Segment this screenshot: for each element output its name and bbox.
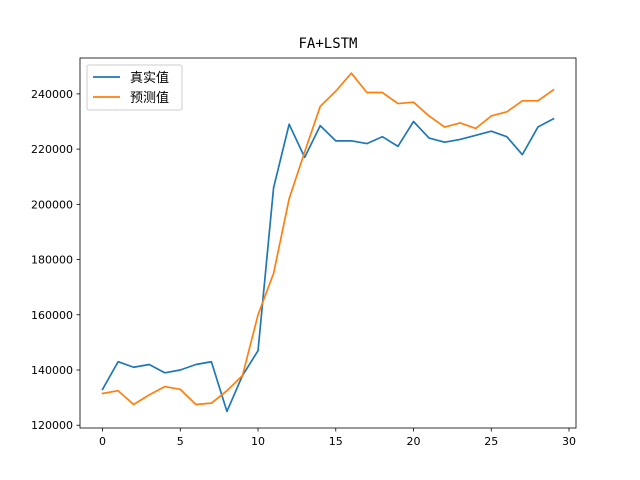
axes-frame [79,57,577,429]
x-tick-label: 10 [251,435,265,448]
x-tick-label: 15 [329,435,343,448]
legend-label-2: 预测值 [130,90,169,106]
x-tick-label: 20 [407,435,421,448]
series-line-1 [101,117,555,413]
x-axis: 0 5 10 15 20 25 30 [99,428,576,448]
y-tick-label: 240000 [31,88,73,101]
y-axis: 120000 140000 160000 180000 200000 220000 2400… [31,88,80,432]
legend-label-1: 真实值 [130,70,169,86]
series-line-2 [101,72,555,406]
x-tick-label: 5 [177,435,184,448]
plot-area: 0 5 10 15 20 25 30 120000 140000 160000 180000 200… [31,57,577,448]
x-tick-label: 0 [99,435,106,448]
x-tick-label: 25 [484,435,498,448]
chart-title: FA+LSTM [298,36,357,52]
series-layer [101,72,555,413]
x-tick-label: 30 [562,435,576,448]
y-tick-label: 200000 [31,198,73,211]
y-tick-label: 120000 [31,419,73,432]
y-tick-label: 140000 [31,364,73,377]
y-tick-label: 220000 [31,143,73,156]
y-tick-label: 180000 [31,254,73,267]
y-tick-label: 160000 [31,309,73,322]
